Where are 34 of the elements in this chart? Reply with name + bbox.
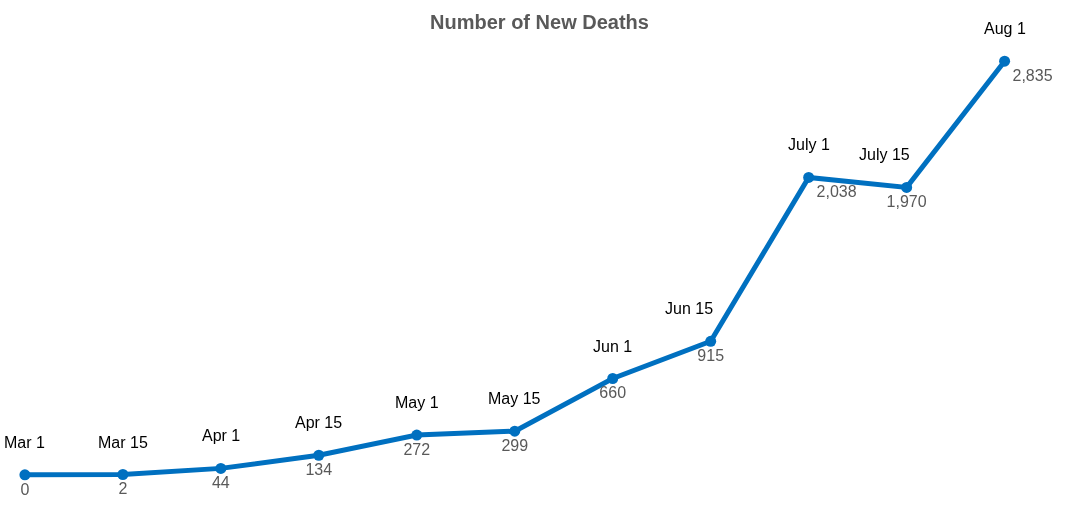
data-label: 134 — [305, 461, 333, 479]
x-tick-label: Aug 1 — [984, 20, 1026, 37]
x-tick-label: May 15 — [488, 390, 541, 407]
data-label: 660 — [599, 384, 627, 402]
data-label: 299 — [501, 437, 529, 455]
point — [313, 449, 325, 461]
data-label: 2,835 — [1012, 67, 1053, 85]
point — [509, 425, 521, 437]
x-tick-label: Mar 15 — [98, 434, 148, 451]
point — [901, 181, 913, 193]
point — [803, 171, 815, 183]
x-tick-label: Apr 1 — [202, 427, 241, 444]
point — [607, 373, 619, 385]
point — [19, 469, 31, 481]
x-tick-label: Jun 15 — [665, 300, 714, 317]
point — [215, 462, 227, 474]
x-tick-label: Jun 1 — [593, 338, 633, 355]
data-label: 0 — [20, 480, 30, 498]
data-label: 915 — [697, 347, 725, 365]
point — [705, 335, 717, 347]
point — [999, 55, 1011, 67]
data-label: 44 — [211, 474, 230, 492]
x-tick-label: Apr 15 — [295, 414, 343, 431]
chart-title: Number of New Deaths — [430, 11, 649, 34]
point — [117, 469, 129, 480]
x-tick-label: Mar 1 — [4, 434, 45, 451]
data-label: 1,970 — [886, 193, 927, 211]
x-tick-label: July 15 — [859, 146, 910, 163]
x-tick-label: May 1 — [395, 394, 439, 411]
x-tick-label: July 1 — [788, 136, 830, 153]
point — [411, 429, 423, 441]
data-label: 2,038 — [816, 183, 857, 201]
data-label: 2 — [118, 480, 128, 498]
data-label: 272 — [403, 440, 431, 458]
